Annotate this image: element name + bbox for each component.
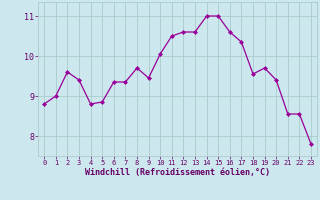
X-axis label: Windchill (Refroidissement éolien,°C): Windchill (Refroidissement éolien,°C) (85, 168, 270, 177)
